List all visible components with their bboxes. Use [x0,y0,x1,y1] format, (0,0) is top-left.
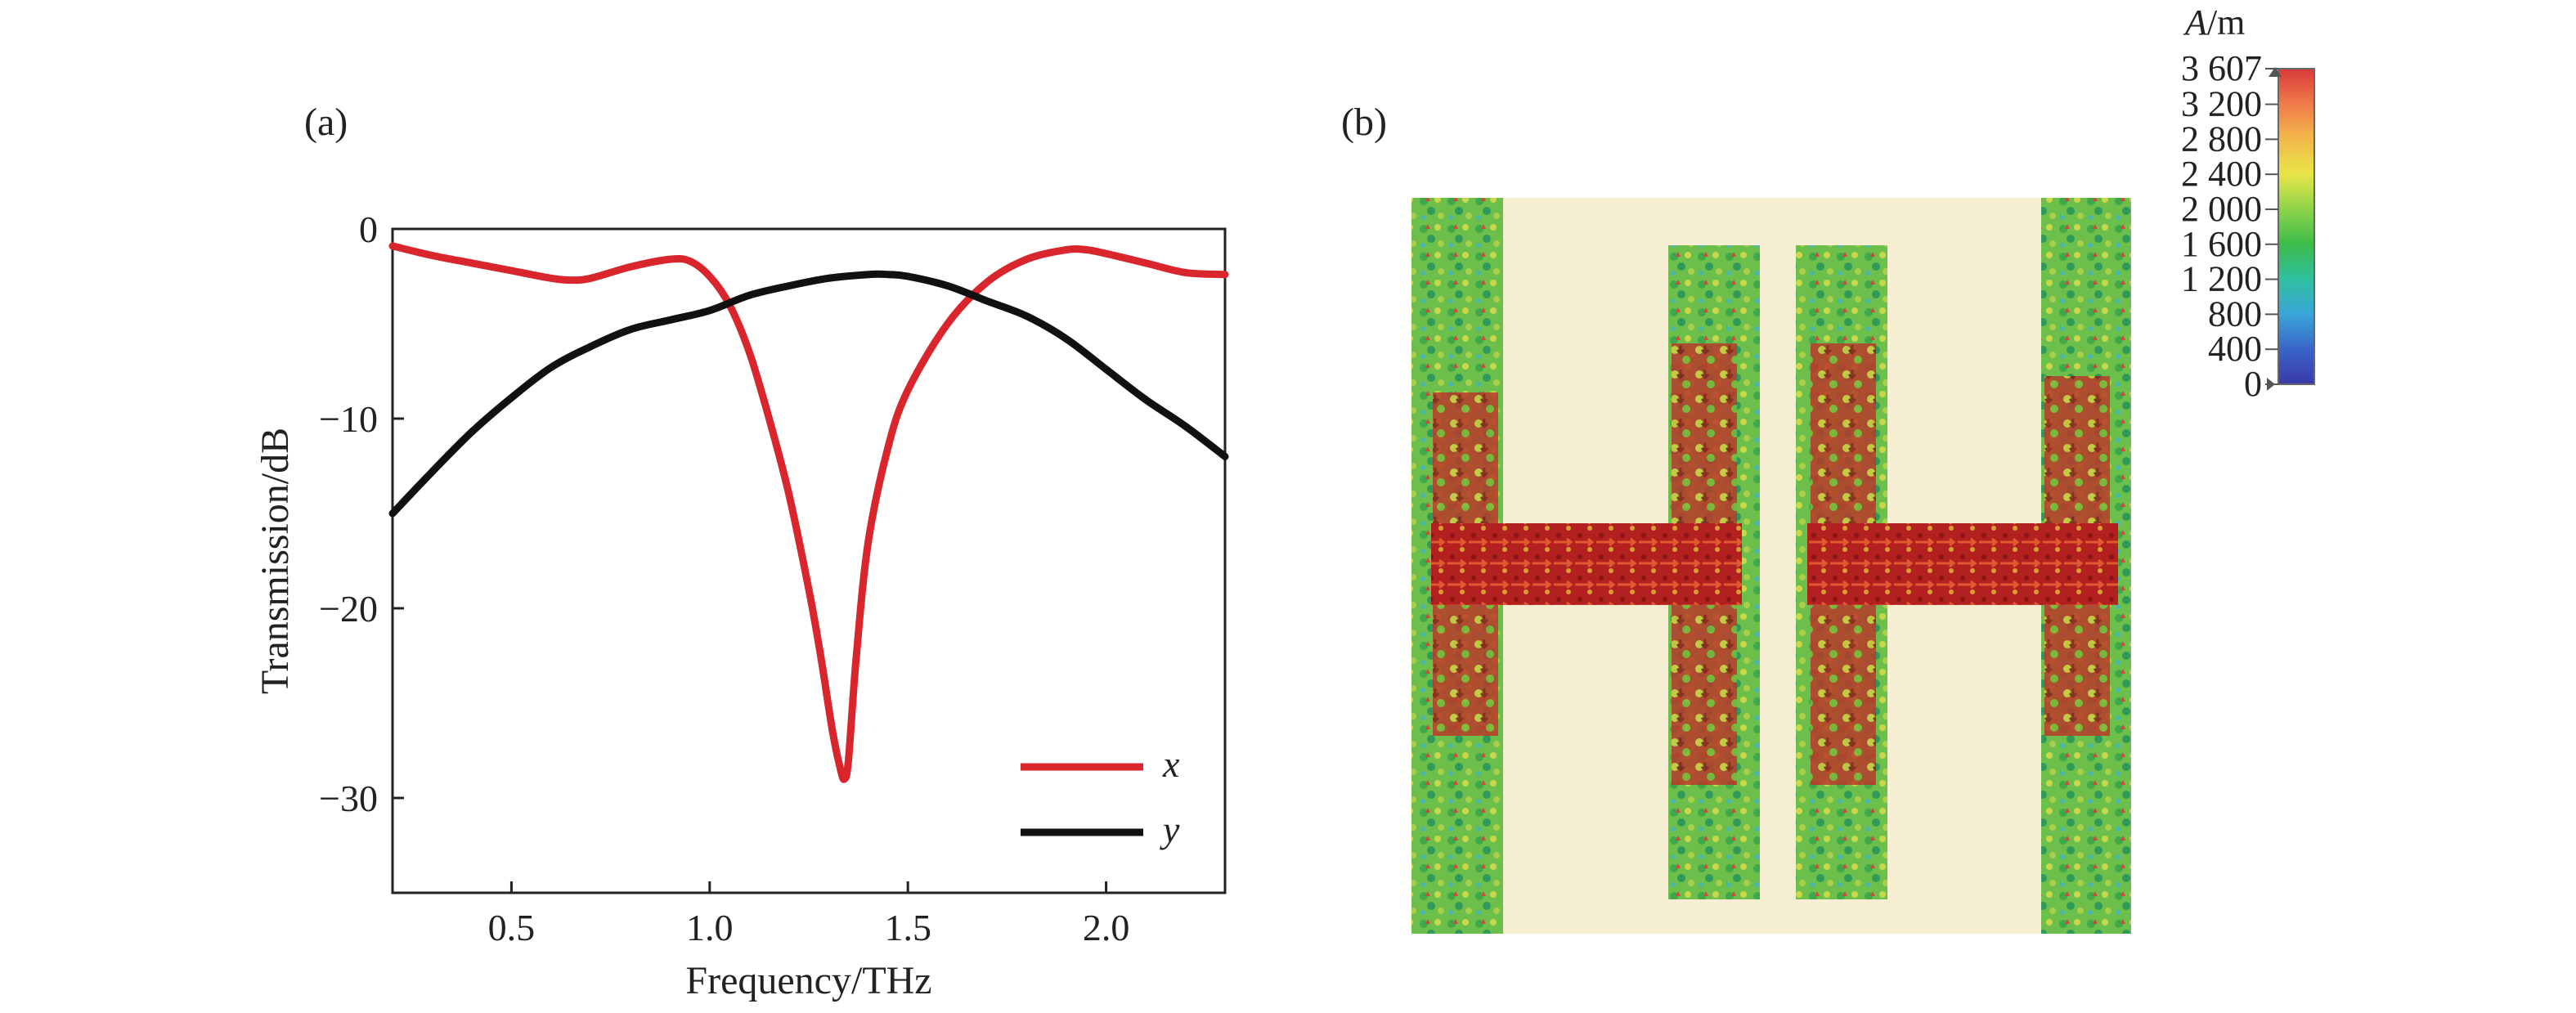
colorbar-tick-label: 2 000 [2181,189,2262,229]
h-left-crossbar [1431,523,1742,605]
colorbar-unit-italic: A [2183,2,2208,43]
x-tick-label: 2.0 [1083,907,1130,948]
h-structure-right [1796,198,2131,934]
legend-x-label: x [1162,743,1180,785]
legend-y-label: y [1160,809,1180,850]
x-tick-label: 1.0 [686,907,734,948]
colorbar-tick-label: 1 600 [2181,224,2262,264]
colorbar-tick-label: 0 [2244,364,2262,404]
y-tick-label: −20 [319,588,378,630]
colorbar-gradient [2278,68,2315,385]
y-tick-label: 0 [359,208,378,250]
colorbar-max-marker [2269,67,2282,77]
x-tick-label: 1.5 [884,907,931,948]
plot-a-series [388,242,1229,783]
h-structure-left [1411,198,1760,934]
colorbar-tick-label: 2 800 [2181,119,2262,159]
h-right-crossbar [1807,523,2118,605]
y-tick-label: −30 [319,778,378,819]
colorbar-tick-label: 800 [2208,294,2262,334]
plot-a-frame [391,227,1227,894]
y-tick-label: −10 [319,398,378,440]
colorbar-unit-rest: /m [2207,2,2245,43]
y-axis-label: Transmission/dB [254,428,297,694]
colorbar-tick-label: 1 200 [2181,259,2262,299]
colorbar-tick-label: 3 607 [2181,48,2262,88]
colorbar-tick-label: 400 [2208,329,2262,369]
field-map [1411,198,2131,934]
series-line-y [388,270,1229,518]
colorbar-min-marker [2267,378,2275,391]
series-line-x [388,242,1229,783]
panel-a-label: (a) [304,101,348,144]
colorbar-tick-label: 2 400 [2181,154,2262,194]
panel-b-label: (b) [1341,101,1387,144]
colorbar-tick-label: 3 200 [2181,84,2262,124]
plot-a-ticks: 0.5 1.0 1.5 2.0 0 −10 −20 −30 [319,208,1129,948]
colorbar-unit: A/m [2183,2,2245,43]
x-tick-label: 0.5 [488,907,536,948]
legend: x y [1021,743,1180,850]
x-axis-label: Frequency/THz [685,959,931,1002]
